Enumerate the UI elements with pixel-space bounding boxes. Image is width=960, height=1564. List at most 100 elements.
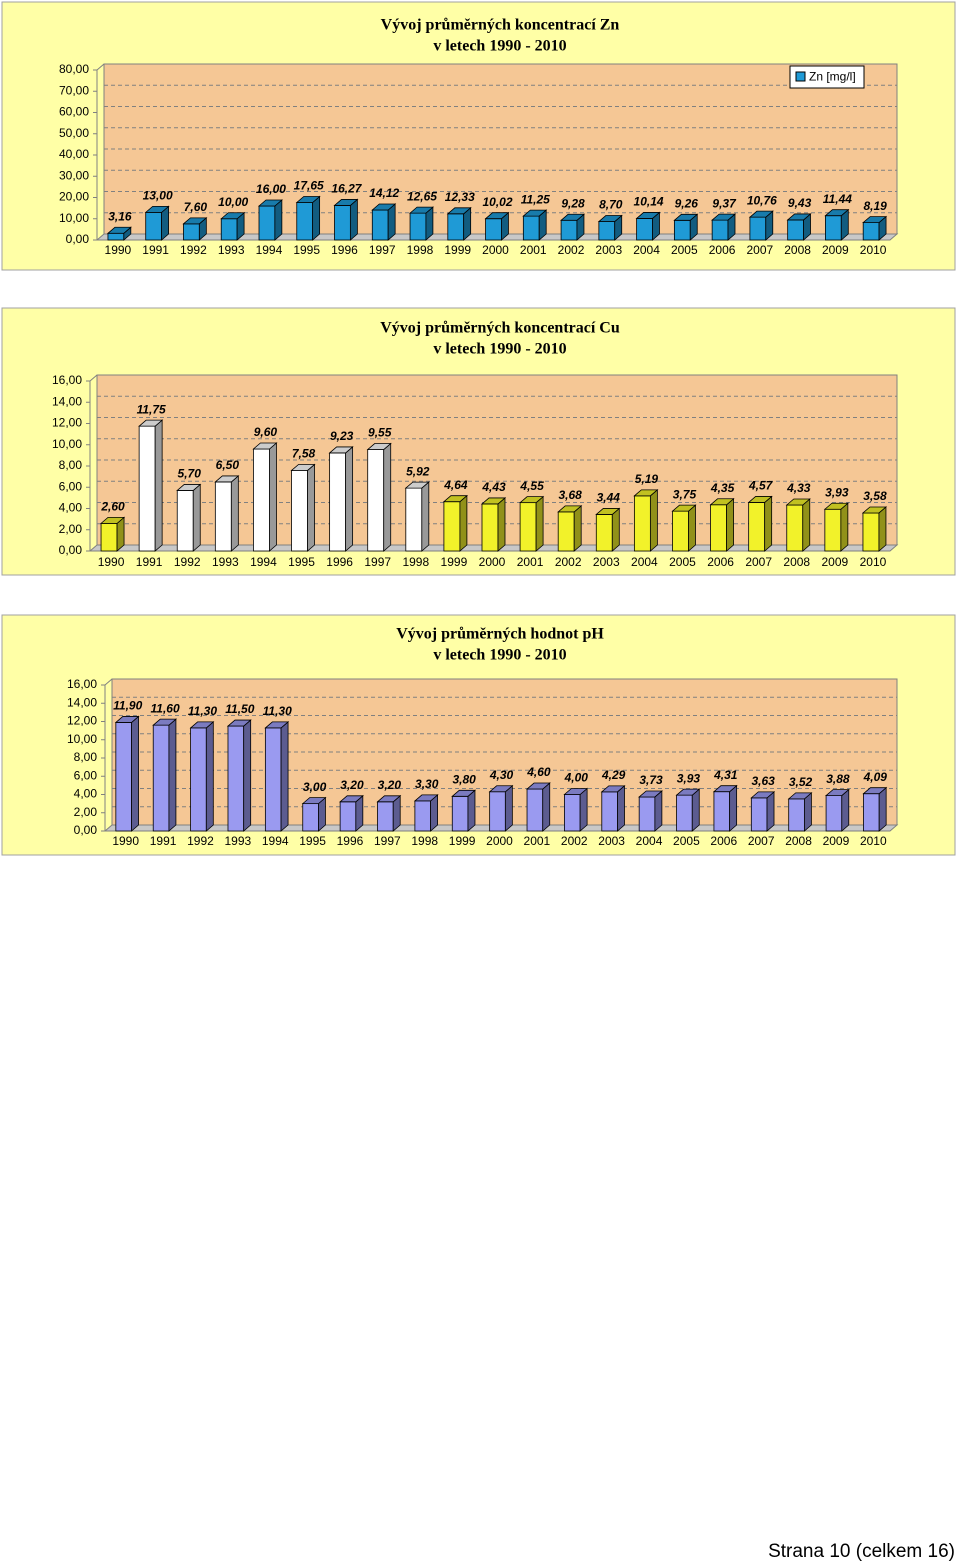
x-tick-label: 2006	[707, 555, 734, 569]
bar-top-shade	[749, 211, 773, 218]
x-tick-label: 2009	[822, 555, 849, 569]
bar-3d	[99, 516, 126, 552]
bar	[183, 223, 200, 241]
bar-3d	[328, 446, 354, 552]
bar	[557, 511, 575, 552]
bar-top	[138, 419, 164, 427]
x-tick-label: 2007	[745, 555, 772, 569]
bar-top	[339, 795, 364, 803]
bar-top-shade	[825, 209, 849, 216]
bar-top-shade	[862, 506, 886, 513]
x-tick-label: 1992	[174, 555, 201, 569]
bar-top-shade	[826, 789, 849, 796]
x-tick-label: 2002	[558, 243, 585, 257]
data-label: 4,09	[863, 770, 888, 784]
bar-top-shade	[265, 721, 289, 728]
y-tick-label: 8,00	[74, 750, 98, 764]
data-label: 4,00	[564, 771, 589, 785]
bar-top	[519, 496, 545, 504]
bar-side-shade	[206, 721, 214, 831]
y-tick-label: 16,00	[52, 373, 82, 387]
bar	[367, 449, 385, 552]
y-tick-label: 50,00	[59, 126, 89, 140]
data-label: 12,33	[445, 190, 475, 204]
bar-top	[673, 213, 699, 221]
bar-3d	[597, 214, 623, 241]
bar-side-shade	[498, 497, 505, 551]
legend-label: Zn [mg/l]	[809, 70, 856, 84]
bar	[522, 215, 540, 241]
data-label: 10,14	[634, 195, 664, 209]
bar-top-shade	[564, 788, 588, 795]
bar-top-shade	[748, 496, 772, 503]
chart-subtitle: v letech 1990 - 2010	[433, 647, 566, 664]
data-label: 11,44	[823, 192, 852, 206]
bar-top	[557, 505, 583, 513]
bar	[825, 215, 842, 241]
bar	[258, 205, 276, 241]
x-tick-label: 1990	[98, 555, 125, 569]
bar-side-shade	[728, 214, 736, 240]
bar-top-shade	[452, 790, 475, 797]
bar-top-shade	[139, 420, 163, 427]
bar-top	[488, 785, 514, 793]
bar-side-shade	[729, 785, 737, 831]
bar-top-shade	[561, 214, 584, 221]
x-tick-label: 1990	[112, 834, 139, 848]
bar-top	[861, 506, 888, 514]
bar-top-shade	[227, 720, 251, 727]
y-tick-label: 16,00	[67, 677, 97, 691]
y-tick-label: 6,00	[59, 479, 83, 493]
data-label: 10,00	[218, 195, 248, 209]
x-tick-label: 2003	[593, 555, 620, 569]
x-tick-label: 2008	[783, 555, 810, 569]
bar-top	[106, 226, 132, 234]
bar	[377, 801, 394, 832]
bar-3d	[290, 463, 316, 552]
bar-3d	[376, 794, 402, 832]
bar-top-shade	[523, 210, 547, 217]
bar-top-shade	[183, 217, 207, 224]
data-label: 14,12	[369, 186, 399, 200]
data-label: 3,52	[789, 775, 813, 789]
bar	[329, 452, 347, 552]
bar	[190, 727, 207, 832]
legend-swatch	[795, 71, 806, 82]
bar-top-shade	[291, 464, 315, 471]
bar	[863, 793, 880, 832]
bar-top	[264, 721, 290, 729]
x-tick-label: 2010	[860, 555, 887, 569]
bar-top-shade	[674, 214, 698, 221]
bar-top	[785, 498, 811, 506]
bar-3d	[862, 786, 888, 832]
x-tick-label: 2005	[673, 834, 700, 848]
data-label: 5,92	[406, 464, 430, 478]
x-tick-label: 2001	[524, 834, 551, 848]
bar	[526, 788, 544, 832]
bar	[339, 801, 357, 832]
x-tick-label: 2004	[631, 555, 658, 569]
data-label: 4,60	[526, 765, 551, 779]
bar-3d	[557, 505, 583, 552]
bar-side-shade	[281, 721, 289, 831]
bar-side-shade	[161, 206, 169, 240]
bar-side-shade	[650, 489, 658, 551]
bar-side-shade	[168, 719, 176, 831]
bar-top-shade	[372, 203, 396, 210]
bar	[214, 481, 232, 552]
x-tick-label: 2007	[746, 243, 773, 257]
bar-top-shade	[751, 791, 775, 798]
data-label: 3,75	[673, 487, 697, 501]
x-tick-label: 1997	[369, 243, 396, 257]
x-tick-label: 1991	[142, 243, 169, 257]
bar-top	[823, 502, 849, 510]
data-label: 6,50	[216, 458, 240, 472]
y-tick-label: 10,00	[59, 211, 89, 225]
bar-top	[787, 792, 813, 800]
data-label: 7,60	[184, 200, 208, 214]
bar-side-shade	[574, 505, 582, 551]
bar-side-shade	[123, 227, 131, 240]
chart-title: Vývoj průměrných koncentrací Zn	[381, 17, 620, 34]
bar-top	[257, 199, 283, 207]
bar-side-shade	[155, 420, 163, 551]
